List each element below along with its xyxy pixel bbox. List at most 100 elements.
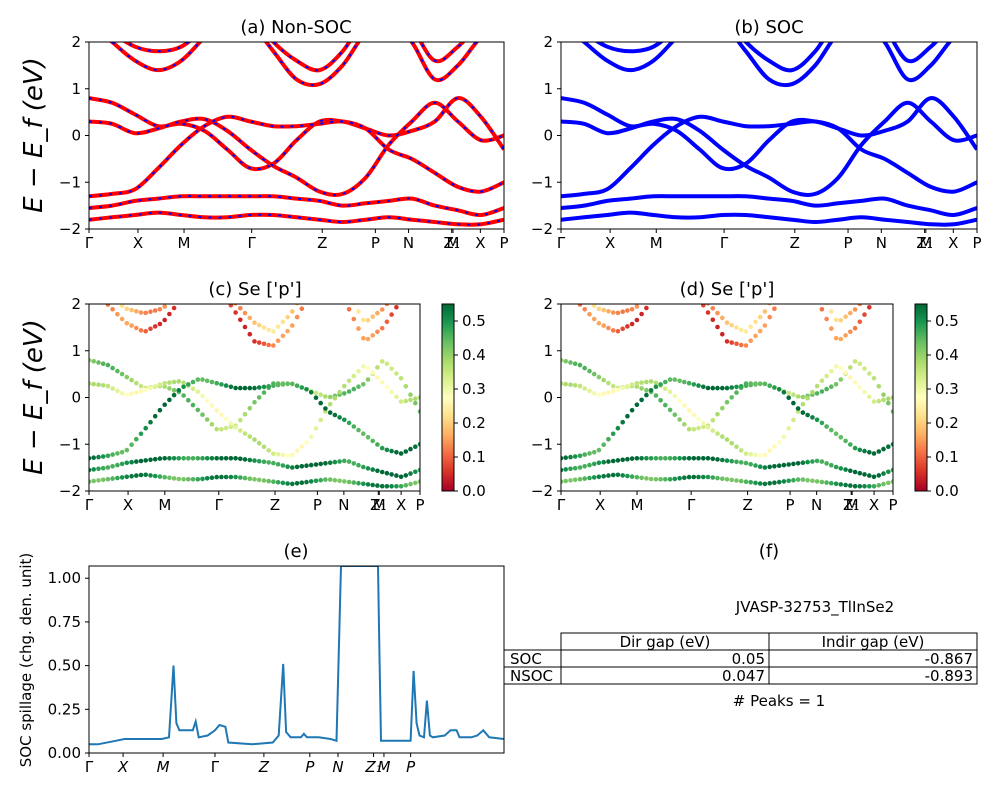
band-point [767,304,772,306]
band-point [805,287,810,292]
band-point [370,467,376,472]
band-point [266,384,272,389]
band-point [814,383,820,389]
band-point [639,380,644,385]
panel-a-title: (a) Non-SOC [240,17,351,38]
band-point [563,359,568,364]
band-point [375,442,380,447]
band-point [365,377,371,382]
band-point [833,382,839,387]
band-point [408,471,413,476]
band-point [606,380,611,386]
band-point [384,384,390,390]
band-point [252,477,257,482]
band-point [162,474,167,480]
band-point [342,417,347,423]
panel-b-title: (b) SOC [734,17,803,38]
band-point [734,444,739,450]
xtick-label: Z₁ [444,234,460,252]
band-point [304,463,309,469]
band-point [729,395,734,400]
band-point [96,293,101,298]
ytick-label: −2 [531,482,553,500]
band-point [672,476,678,482]
band-point [256,477,262,483]
band-point [782,291,787,296]
band-point [195,456,201,461]
band-point [384,484,390,489]
band-point [610,383,616,389]
band-point [582,386,587,391]
band-point [403,398,409,404]
band-point [729,477,734,483]
band-point [384,319,390,325]
band-point [351,316,357,322]
band-point [800,460,806,466]
band-point [877,280,882,285]
band-point [843,314,848,320]
band-point [110,307,115,312]
band-point [408,397,413,403]
panel-a-ylabel: E − E_f (eV) [19,57,49,213]
band-point [332,477,338,483]
band-point [337,478,342,484]
band-point [639,299,644,304]
band-point [167,475,172,481]
band-point [720,385,725,391]
gap-table [503,632,978,685]
band-point [309,278,314,283]
band-point [356,480,361,486]
table-cell-nsoc-dir: 0.047 [722,667,765,685]
band-point [209,475,215,481]
ytick-label: −2 [59,482,81,500]
band-point [561,456,564,461]
band-point [881,290,886,295]
xtick-label: Γ [720,234,729,252]
band-point [115,311,120,317]
band-point [833,431,839,437]
band-point [176,388,182,393]
xtick-label: X [117,758,129,776]
band-point [615,310,621,316]
band-point [753,319,758,325]
band-point [814,391,820,396]
band-point [601,323,606,328]
band-point [805,412,810,418]
band-point [653,393,659,398]
band-point [280,382,286,387]
band-point [299,480,305,486]
panel-c-title: (c) Se ['p'] [208,279,301,300]
xtick-label: P [371,234,380,252]
band-point [417,395,420,400]
band-point [829,462,834,468]
band-point [701,420,706,426]
xtick-label: M [373,496,386,514]
band-point [171,379,177,385]
band-point [615,458,621,463]
band-point [705,456,711,461]
band-point [644,305,649,311]
band-point [715,457,720,462]
band-point [596,374,602,380]
band-point [634,474,640,480]
band-point [572,361,578,367]
band-point [119,316,125,322]
band-point [682,475,687,481]
band-point [762,465,768,470]
band-point [318,461,324,467]
band-line-1 [561,100,977,197]
band-point [294,481,300,486]
band-point [275,338,281,344]
band-point [351,461,357,466]
band-point [801,281,806,286]
band-point [247,457,253,463]
band-point [143,387,148,393]
band-point [559,283,564,288]
band-point [365,482,371,487]
band-point [280,463,286,468]
band-point [238,306,243,311]
band-point [181,384,186,390]
band-point [413,444,418,450]
band-point [734,478,739,483]
band-point [838,365,844,371]
